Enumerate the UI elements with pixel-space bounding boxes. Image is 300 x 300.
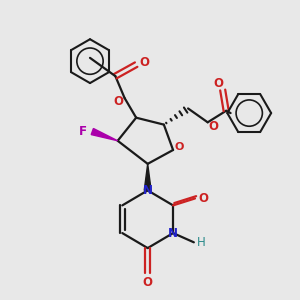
- Text: O: O: [143, 276, 153, 289]
- Polygon shape: [91, 128, 118, 141]
- Polygon shape: [144, 164, 151, 190]
- Text: O: O: [139, 56, 149, 69]
- Text: N: N: [168, 226, 178, 240]
- Text: N: N: [143, 184, 153, 197]
- Text: O: O: [213, 76, 223, 90]
- Text: O: O: [174, 142, 184, 152]
- Text: O: O: [114, 95, 124, 108]
- Text: O: O: [208, 120, 218, 134]
- Text: H: H: [196, 236, 205, 249]
- Text: F: F: [79, 125, 87, 138]
- Text: O: O: [198, 192, 208, 205]
